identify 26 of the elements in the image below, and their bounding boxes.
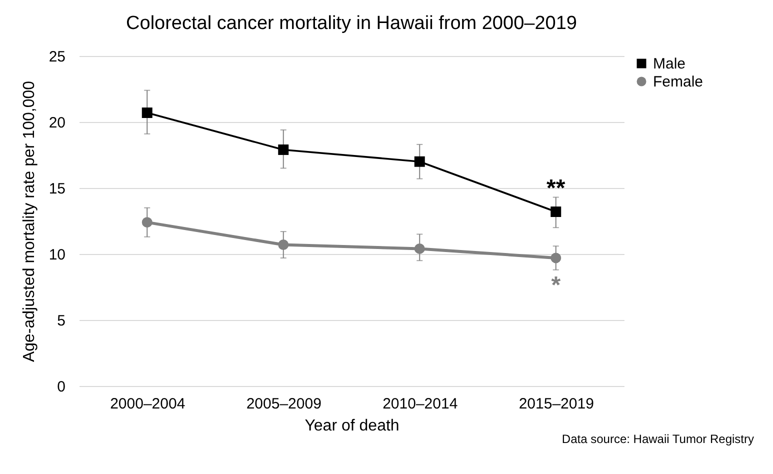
point [414, 156, 425, 167]
point [278, 144, 289, 155]
x-tick-label: 2015–2019 [518, 396, 594, 412]
x-tick-label: 2005–2009 [246, 396, 322, 412]
point [550, 206, 562, 218]
y-tick-label: 15 [48, 180, 66, 198]
x-axis-title: Year of death [304, 418, 400, 434]
point [142, 217, 152, 228]
chart-title: Colorectal cancer mortality in Hawaii from 2000–2019 [126, 13, 577, 34]
y-tick-label: 20 [48, 114, 66, 132]
point [142, 108, 152, 118]
y-tick-label: 10 [48, 246, 66, 264]
legend-label: Male [653, 56, 686, 72]
point [414, 243, 425, 254]
x-tick-label: 2000–2004 [110, 396, 186, 412]
annotation: * [551, 272, 562, 299]
y-axis-title: Age-adjusted mortality rate per 100,000 [20, 80, 38, 362]
point [550, 252, 562, 264]
y-tick-label: 0 [57, 378, 66, 396]
legend-label: Female [653, 74, 704, 90]
annotation: ** [546, 175, 566, 202]
y-tick-label: 25 [48, 48, 66, 66]
x-tick-label: 2010–2014 [382, 396, 458, 412]
point [278, 240, 289, 250]
y-tick-label: 5 [57, 312, 66, 330]
source-note: Data source: Hawaii Tumor Registry [562, 432, 754, 446]
